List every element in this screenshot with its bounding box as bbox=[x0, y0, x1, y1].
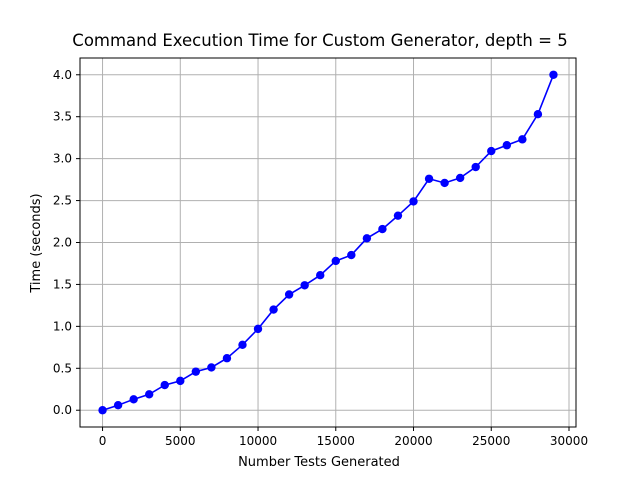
data-point bbox=[440, 178, 449, 188]
y-tick-label: 4.0 bbox=[53, 68, 72, 82]
y-tick-label: 1.5 bbox=[53, 277, 72, 291]
grid bbox=[80, 58, 576, 427]
y-tick-label: 0.0 bbox=[53, 403, 72, 417]
y-tick-label: 2.5 bbox=[53, 194, 72, 208]
x-tick-label: 0 bbox=[99, 434, 107, 448]
data-point bbox=[549, 70, 558, 79]
x-tick-label: 30000 bbox=[550, 434, 588, 448]
y-axis-label: Time (seconds) bbox=[29, 193, 44, 293]
data-point bbox=[300, 281, 309, 290]
y-tick-label: 3.0 bbox=[53, 152, 72, 166]
data-point bbox=[284, 290, 294, 299]
y-tick-label: 1.0 bbox=[53, 319, 72, 333]
data-point bbox=[98, 406, 107, 415]
y-tick-label: 2.0 bbox=[53, 236, 72, 250]
data-point bbox=[144, 390, 154, 399]
data-point bbox=[207, 363, 216, 372]
data-point bbox=[347, 250, 356, 260]
data-point bbox=[393, 211, 403, 220]
series-layer bbox=[98, 70, 558, 415]
x-tick-label: 20000 bbox=[394, 434, 432, 448]
y-axis-ticks: 0.0 0.5 1.0 1.5 2.0 2.5 3.0 3.5 4.0 bbox=[53, 68, 80, 417]
data-point bbox=[502, 141, 512, 150]
data-point bbox=[409, 197, 418, 206]
data-point bbox=[455, 173, 465, 183]
x-tick-label: 10000 bbox=[239, 434, 277, 448]
data-point bbox=[160, 380, 169, 390]
x-tick-label: 5000 bbox=[165, 434, 196, 448]
data-point bbox=[238, 340, 247, 350]
x-axis-ticks: 0 5000 10000 15000 20000 25000 30000 bbox=[99, 427, 588, 448]
data-point bbox=[518, 135, 527, 144]
data-point bbox=[378, 224, 387, 234]
data-point bbox=[191, 367, 201, 376]
data-point bbox=[113, 400, 123, 410]
data-point bbox=[331, 256, 340, 266]
data-point bbox=[362, 234, 372, 243]
data-point bbox=[269, 305, 278, 314]
chart-title: Command Execution Time for Custom Genera… bbox=[72, 31, 567, 50]
data-point bbox=[533, 109, 543, 119]
data-point bbox=[424, 174, 434, 183]
y-tick-label: 0.5 bbox=[53, 361, 72, 375]
data-point bbox=[471, 162, 480, 172]
data-point bbox=[222, 354, 232, 363]
y-tick-label: 3.5 bbox=[53, 110, 72, 124]
data-point bbox=[129, 395, 138, 404]
x-tick-label: 25000 bbox=[472, 434, 510, 448]
x-axis-label: Number Tests Generated bbox=[238, 455, 400, 470]
x-tick-label: 15000 bbox=[317, 434, 355, 448]
data-point bbox=[253, 324, 263, 334]
data-point bbox=[316, 271, 325, 280]
data-point bbox=[176, 376, 185, 386]
data-point bbox=[487, 146, 496, 156]
